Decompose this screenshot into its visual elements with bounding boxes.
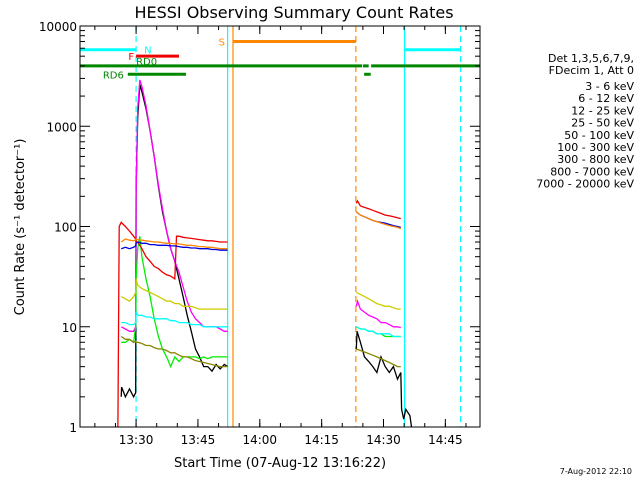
legend: Det 1,3,5,6,7,9,FDecim 1, Att 0 3 - 6 keV… <box>536 52 634 191</box>
legend-entry-6: 300 - 800 keV <box>557 153 634 166</box>
chart-title: HESSI Observing Summary Count Rates <box>134 3 453 22</box>
series-5-segment-1 <box>355 199 401 220</box>
flag-label-rd6: RD6 <box>103 70 124 81</box>
x-axis-label: Start Time (07-Aug-12 13:16:22) <box>174 456 386 471</box>
series-2-segment-1 <box>355 326 401 338</box>
legend-header-1: FDecim 1, Att 0 <box>549 64 634 77</box>
series-4-segment-1 <box>356 291 401 310</box>
flag-label-n: N <box>144 46 151 57</box>
series-6-segment-1 <box>355 211 401 229</box>
series-3-segment-1 <box>355 326 401 338</box>
flag-bars: N S F RD0 RD6 <box>80 38 480 81</box>
series-2-segment-0 <box>121 236 228 369</box>
legend-entry-2: 12 - 25 keV <box>571 104 634 117</box>
x-tick-label-2: 14:00 <box>242 433 277 447</box>
y-axis-label: Count Rate (s⁻¹ detector⁻¹) <box>13 139 28 316</box>
x-tick-label-4: 14:30 <box>366 433 401 447</box>
x-tick-label-1: 13:45 <box>181 433 216 447</box>
legend-entry-0: 3 - 6 keV <box>585 80 634 93</box>
vertical-markers <box>135 26 462 427</box>
legend-header-0: Det 1,3,5,6,7,9, <box>548 52 634 65</box>
series-5-segment-0 <box>117 221 228 428</box>
x-tick-label-3: 14:15 <box>304 433 339 447</box>
flag-label-s: S <box>219 38 225 49</box>
series-7-segment-1 <box>355 211 402 230</box>
x-tick-label-0: 13:30 <box>119 433 154 447</box>
series-1-segment-0 <box>120 79 228 332</box>
y-tick-label-0: 1 <box>69 421 77 435</box>
y-axis: 1 10 100 1000 10000 <box>39 20 480 435</box>
flag-label-rd0: RD0 <box>136 57 157 68</box>
y-tick-label-2: 100 <box>54 221 77 235</box>
x-axis: 13:30 13:45 14:00 14:15 14:30 14:45 <box>94 26 467 447</box>
series-7-segment-0 <box>120 238 228 250</box>
y-tick-label-3: 1000 <box>46 120 77 134</box>
y-tick-label-4: 10000 <box>39 20 77 34</box>
legend-entry-3: 25 - 50 keV <box>571 117 634 130</box>
series-3-segment-0 <box>121 311 228 328</box>
series-1-segment-1 <box>355 298 401 329</box>
legend-entry-8: 7000 - 20000 keV <box>536 178 634 191</box>
legend-entry-5: 100 - 300 keV <box>557 141 634 154</box>
series-8-segment-0 <box>120 335 228 368</box>
series-0-segment-1 <box>355 331 413 428</box>
legend-entry-7: 800 - 7000 keV <box>550 165 634 178</box>
legend-entry-4: 50 - 100 keV <box>564 129 634 142</box>
timestamp: 7-Aug-2012 22:10 <box>560 467 632 476</box>
x-tick-label-5: 14:45 <box>428 433 463 447</box>
series-4-segment-0 <box>120 278 228 310</box>
series-lines <box>117 79 413 428</box>
legend-entry-1: 6 - 12 keV <box>578 92 634 105</box>
series-6-segment-0 <box>120 241 228 251</box>
flag-label-f: F <box>128 52 134 63</box>
series-8-segment-1 <box>356 348 401 368</box>
y-tick-label-1: 10 <box>62 321 77 335</box>
